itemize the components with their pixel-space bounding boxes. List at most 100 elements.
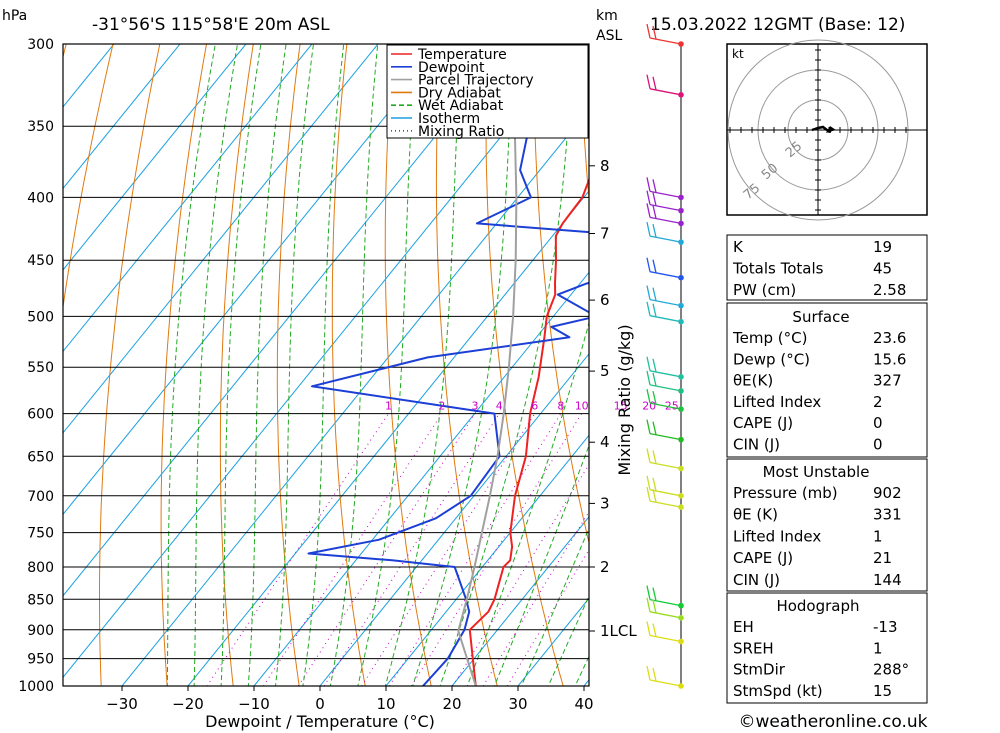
hodograph-table: Hodograph EH -13 SREH 1 StmDir 288° StmSpd (kt… bbox=[726, 592, 928, 704]
mixing-ratio-label: 4 bbox=[496, 400, 503, 413]
height-tick-label: 7 bbox=[600, 225, 610, 243]
wind-barb-shaft bbox=[649, 203, 682, 212]
wind-barb-shaft bbox=[649, 384, 682, 392]
pressure-tick-label: 850 bbox=[27, 592, 54, 608]
wind-barb bbox=[646, 597, 684, 621]
wet-adiabat-line bbox=[439, 44, 574, 686]
surface-label: CAPE (J) bbox=[733, 414, 793, 432]
pressure-tick-label: 350 bbox=[27, 119, 54, 135]
km-label: km bbox=[596, 8, 618, 24]
dry-adiabat-line bbox=[533, 44, 589, 545]
surface-label: Dewp (°C) bbox=[733, 350, 810, 368]
surface-value: 0 bbox=[873, 414, 883, 432]
wind-barb-flag bbox=[652, 76, 657, 90]
surface-label: CIN (J) bbox=[733, 436, 780, 454]
temperature-tick-label: 40 bbox=[574, 695, 593, 713]
wind-barb-flag bbox=[652, 259, 657, 273]
index-label: K bbox=[733, 238, 744, 256]
dry-adiabat-line bbox=[993, 7, 1000, 712]
hodograph-stat-value: -13 bbox=[873, 618, 898, 636]
pressure-tick-label: 300 bbox=[27, 37, 54, 53]
height-tick-label: 1LCL bbox=[600, 622, 637, 640]
wind-barb-flag bbox=[646, 370, 651, 386]
wind-barb bbox=[646, 419, 684, 443]
wind-barb bbox=[646, 257, 684, 281]
wind-barb-flag bbox=[652, 623, 657, 637]
wind-barb-dot bbox=[678, 436, 684, 443]
wind-barb-flag bbox=[646, 475, 651, 490]
wind-barb-shaft bbox=[649, 402, 682, 410]
wet-adiabat-line bbox=[493, 443, 589, 686]
pressure-tick-label: 550 bbox=[27, 360, 54, 376]
wet-adiabat-line bbox=[466, 320, 589, 686]
wind-barb bbox=[646, 285, 684, 309]
temperature-tick-label: −10 bbox=[238, 695, 270, 713]
dry-adiabat-line bbox=[384, 44, 432, 686]
hodograph-table-title: Hodograph bbox=[776, 597, 859, 615]
most-unstable-title: Most Unstable bbox=[763, 463, 870, 481]
wind-barb-shaft bbox=[649, 37, 682, 45]
wet-adiabat-line bbox=[247, 44, 287, 686]
isotherm-line bbox=[385, 434, 589, 686]
wind-barb-flag bbox=[652, 488, 657, 503]
wind-barb-flag bbox=[652, 667, 657, 682]
surface-value: 15.6 bbox=[873, 350, 906, 368]
dry-adiabat-line bbox=[276, 44, 301, 686]
legend-label: Dry Adiabat bbox=[418, 85, 501, 101]
wet-adiabat-line bbox=[193, 44, 239, 686]
hodograph-unit: kt bbox=[732, 47, 744, 61]
dewpoint-line bbox=[307, 44, 589, 686]
mixing-ratio-label: 1 bbox=[385, 400, 392, 413]
wind-barb-flag bbox=[646, 388, 651, 404]
legend-label: Dewpoint bbox=[418, 60, 485, 76]
wind-barb bbox=[646, 665, 684, 689]
mixing-ratio-label: 2 bbox=[438, 400, 445, 413]
wind-barb-dot bbox=[678, 388, 684, 394]
pressure-tick-label: 900 bbox=[27, 623, 54, 639]
temperature-tick-label: −20 bbox=[172, 695, 204, 713]
dry-adiabat-line bbox=[63, 44, 114, 311]
dry-adiabat-line bbox=[435, 44, 498, 686]
wind-barb bbox=[646, 203, 684, 227]
isotherm-line bbox=[253, 271, 589, 686]
wind-barb-flag bbox=[646, 597, 651, 612]
pressure-tick-label: 800 bbox=[27, 560, 54, 576]
isotherm-line bbox=[319, 353, 589, 686]
wind-barb-flag bbox=[646, 419, 651, 434]
height-tick-label: 5 bbox=[600, 362, 610, 380]
isotherm-line bbox=[451, 516, 589, 686]
index-value: 45 bbox=[873, 260, 892, 278]
legend-label: Parcel Trajectory bbox=[418, 73, 534, 89]
wind-barb-dot bbox=[678, 406, 684, 412]
wind-barb bbox=[646, 23, 684, 47]
parcel-trajectory-line bbox=[457, 44, 518, 686]
pressure-tick-label: 700 bbox=[27, 489, 54, 505]
pressure-tick-label: 650 bbox=[27, 449, 54, 465]
pressure-tick-label: 600 bbox=[27, 407, 54, 423]
wind-barb bbox=[646, 448, 684, 472]
indices-table: K 19 Totals Totals 45 PW (cm) 2.58 bbox=[726, 234, 928, 301]
wind-barb-shaft bbox=[649, 190, 682, 199]
temperature-tick-label: 30 bbox=[508, 695, 527, 713]
temperature-tick-label: −30 bbox=[106, 695, 138, 713]
wet-adiabat-line bbox=[220, 44, 262, 686]
wind-barb-shaft bbox=[649, 634, 682, 643]
wet-adiabat-line bbox=[520, 526, 589, 686]
wind-barb bbox=[646, 356, 684, 380]
surface-value: 327 bbox=[873, 372, 902, 390]
wind-barb-flag bbox=[646, 285, 651, 300]
wind-barb-flag bbox=[652, 287, 657, 301]
location-label: -31°56'S 115°58'E 20m ASL bbox=[92, 15, 330, 35]
wind-barb-flag bbox=[652, 390, 657, 405]
wind-barb-shaft bbox=[649, 370, 682, 378]
height-axis: 8 7 6 5 4 3 2 1LCL bbox=[589, 157, 637, 640]
most-unstable-label: Lifted Index bbox=[733, 527, 821, 545]
wet-adiabat-line bbox=[329, 44, 379, 686]
wind-barb-flag bbox=[646, 257, 651, 272]
wind-barb-flag bbox=[646, 221, 651, 237]
wind-barb-shaft bbox=[649, 271, 682, 279]
height-tick-label: 4 bbox=[600, 433, 610, 451]
legend-label: Wet Adiabat bbox=[418, 98, 504, 114]
hodograph-stat-label: StmDir bbox=[733, 661, 786, 679]
wind-barb-flag bbox=[652, 372, 657, 387]
